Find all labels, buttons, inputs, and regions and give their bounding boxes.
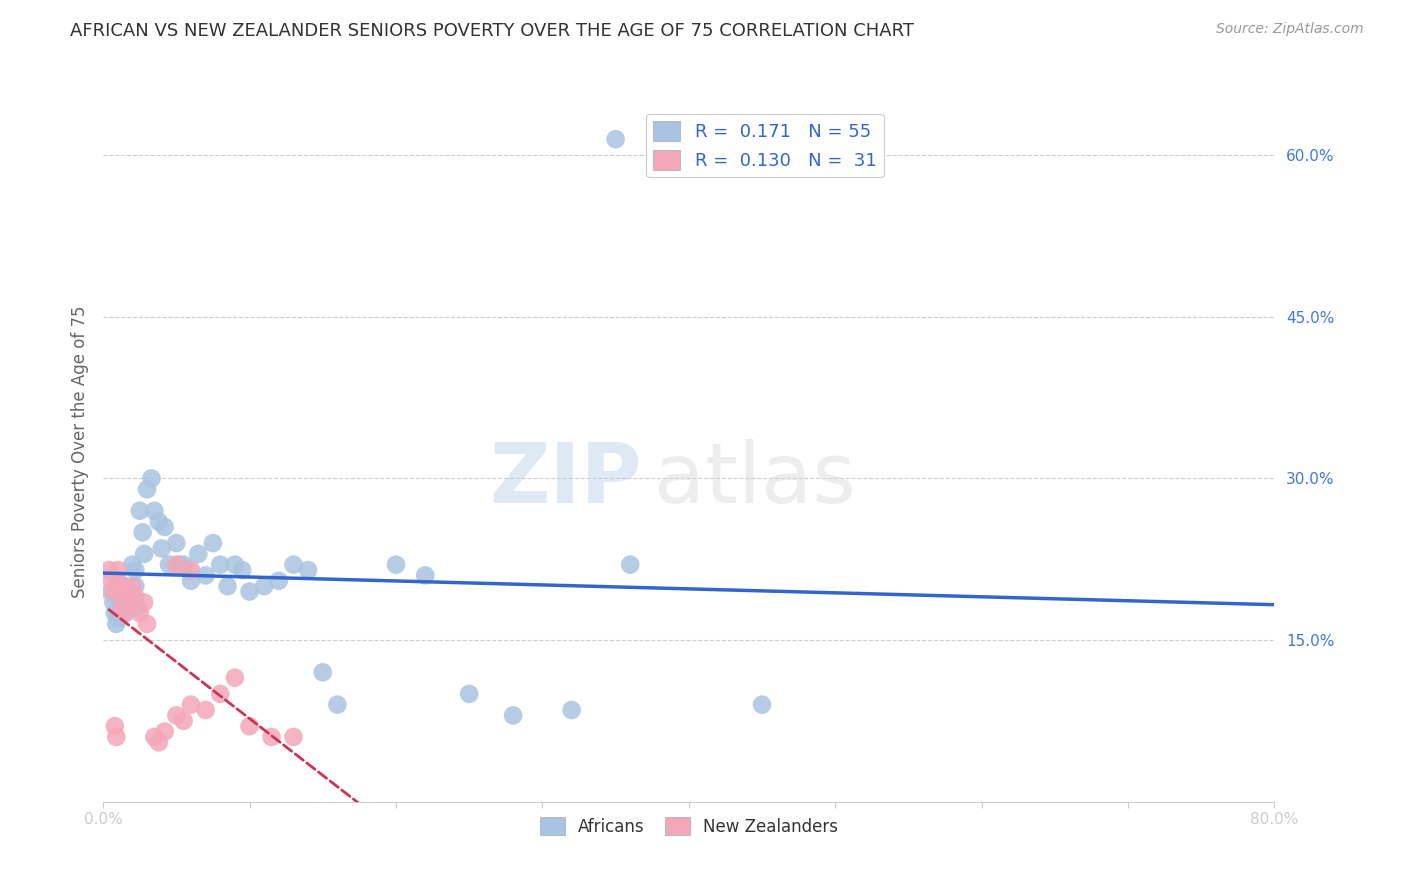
Point <box>238 584 260 599</box>
Text: Source: ZipAtlas.com: Source: ZipAtlas.com <box>1216 22 1364 37</box>
Point <box>173 558 195 572</box>
Point <box>326 698 349 712</box>
Point <box>238 719 260 733</box>
Point <box>502 708 524 723</box>
Point <box>107 579 129 593</box>
Point <box>121 590 143 604</box>
Point <box>267 574 290 588</box>
Point <box>177 563 200 577</box>
Point <box>111 600 134 615</box>
Point <box>169 558 191 572</box>
Point <box>114 606 136 620</box>
Point <box>180 574 202 588</box>
Point <box>114 579 136 593</box>
Point <box>458 687 481 701</box>
Point <box>231 563 253 577</box>
Point <box>136 482 159 496</box>
Point <box>153 724 176 739</box>
Point <box>107 563 129 577</box>
Point <box>134 547 156 561</box>
Point <box>136 616 159 631</box>
Point <box>148 735 170 749</box>
Point <box>98 563 121 577</box>
Y-axis label: Seniors Poverty Over the Age of 75: Seniors Poverty Over the Age of 75 <box>72 305 89 598</box>
Point <box>107 574 129 588</box>
Point <box>114 606 136 620</box>
Point <box>194 703 217 717</box>
Point <box>224 558 246 572</box>
Text: AFRICAN VS NEW ZEALANDER SENIORS POVERTY OVER THE AGE OF 75 CORRELATION CHART: AFRICAN VS NEW ZEALANDER SENIORS POVERTY… <box>70 22 914 40</box>
Point <box>150 541 173 556</box>
Point <box>153 520 176 534</box>
Point <box>260 730 283 744</box>
Point <box>619 558 641 572</box>
Point <box>209 558 232 572</box>
Point <box>124 579 146 593</box>
Point <box>124 563 146 577</box>
Point <box>110 584 132 599</box>
Point <box>297 563 319 577</box>
Point <box>148 515 170 529</box>
Point <box>605 132 627 146</box>
Point <box>187 547 209 561</box>
Point <box>124 590 146 604</box>
Point <box>107 590 129 604</box>
Point <box>283 730 305 744</box>
Point <box>118 595 141 609</box>
Point <box>224 671 246 685</box>
Point <box>180 563 202 577</box>
Point <box>121 579 143 593</box>
Text: atlas: atlas <box>654 439 855 520</box>
Point <box>201 536 224 550</box>
Point <box>173 714 195 728</box>
Point <box>143 730 166 744</box>
Point <box>413 568 436 582</box>
Point <box>253 579 276 593</box>
Point <box>134 595 156 609</box>
Point <box>105 616 128 631</box>
Point <box>103 595 125 609</box>
Point <box>217 579 239 593</box>
Point <box>751 698 773 712</box>
Point <box>128 606 150 620</box>
Point <box>128 504 150 518</box>
Point <box>561 703 583 717</box>
Point <box>312 665 335 680</box>
Point <box>121 558 143 572</box>
Point <box>118 595 141 609</box>
Point <box>165 708 187 723</box>
Point <box>165 558 187 572</box>
Point <box>103 584 125 599</box>
Point <box>194 568 217 582</box>
Point <box>165 536 187 550</box>
Point <box>107 611 129 625</box>
Point <box>105 730 128 744</box>
Point <box>283 558 305 572</box>
Point <box>115 584 138 599</box>
Point <box>157 558 180 572</box>
Point <box>115 584 138 599</box>
Point <box>104 606 127 620</box>
Point <box>209 687 232 701</box>
Point <box>141 471 163 485</box>
Point <box>131 525 153 540</box>
Point <box>104 719 127 733</box>
Point <box>100 584 122 599</box>
Point <box>101 574 124 588</box>
Point <box>125 600 148 615</box>
Point <box>110 584 132 599</box>
Point <box>180 698 202 712</box>
Legend: Africans, New Zealanders: Africans, New Zealanders <box>533 810 845 842</box>
Text: ZIP: ZIP <box>489 439 643 520</box>
Point <box>111 600 134 615</box>
Point <box>143 504 166 518</box>
Point <box>385 558 408 572</box>
